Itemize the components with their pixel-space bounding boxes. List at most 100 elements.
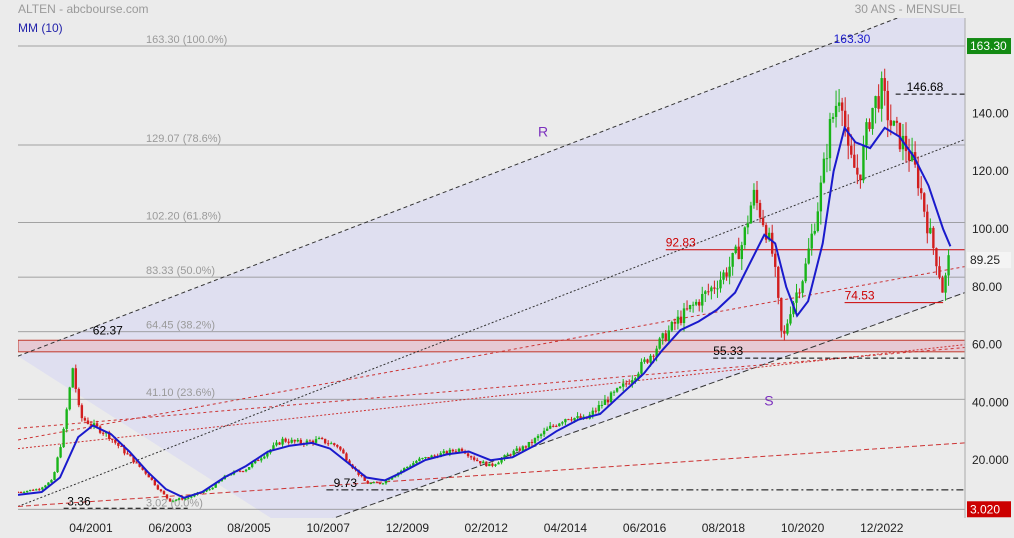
support-band: [18, 339, 965, 353]
candle-body: [19, 492, 23, 494]
candle-body: [181, 498, 184, 500]
candle-body: [886, 90, 889, 121]
fibonacci-label: 64.45 (38.2%): [146, 320, 215, 332]
candle-body: [330, 443, 333, 445]
price-annotation: 146.68: [907, 80, 944, 94]
high-price-label-bg: [967, 38, 1011, 55]
candle-body: [612, 391, 616, 393]
fibonacci-label: 41.10 (23.6%): [146, 387, 215, 399]
candle-body: [342, 449, 345, 454]
candle-body: [567, 419, 570, 421]
candle-body: [336, 444, 339, 447]
candle-body: [263, 456, 266, 459]
candle-body: [460, 448, 464, 452]
trend-lines: [18, 18, 965, 518]
candle-body: [117, 442, 120, 446]
trend-line: [18, 18, 899, 357]
candle-body: [758, 202, 762, 218]
candle-body: [323, 438, 327, 444]
candle-body: [874, 96, 877, 108]
candle-body: [38, 489, 41, 491]
candle-body: [719, 279, 722, 289]
candle-body: [111, 438, 114, 440]
candle-body: [247, 467, 251, 470]
candle-body: [752, 189, 756, 206]
candle-body: [871, 107, 874, 129]
candle-body: [877, 96, 880, 109]
candle-body: [892, 120, 896, 126]
candle-body: [847, 127, 850, 146]
price-annotation: 74.53: [845, 289, 875, 303]
candle-body: [44, 485, 47, 488]
candle-body: [798, 292, 801, 294]
candle-body: [640, 361, 643, 374]
candle-body: [938, 266, 941, 278]
last-price-label: 89.25: [970, 253, 1000, 267]
x-tick-label: 06/2003: [148, 521, 192, 535]
candle-body: [558, 423, 561, 427]
candle-body: [159, 489, 163, 492]
candle-body: [935, 248, 938, 267]
candle-body: [80, 405, 84, 419]
candle-body: [634, 378, 637, 381]
candle-body: [494, 464, 497, 466]
fibonacci-label: 83.33 (50.0%): [146, 265, 215, 277]
candle-body: [524, 446, 528, 448]
candle-body: [89, 423, 93, 426]
candle-body: [56, 457, 59, 473]
candle-body: [241, 471, 245, 473]
x-tick-label: 02/2012: [465, 521, 509, 535]
candle-body: [123, 446, 126, 454]
candle-body: [275, 442, 278, 446]
candle-body: [451, 449, 455, 452]
candle-body: [214, 483, 217, 488]
candle-body: [701, 293, 704, 306]
price-annotation: 163.30: [834, 32, 871, 46]
candle-body: [926, 211, 929, 234]
candle-body: [655, 348, 658, 357]
candle-body: [862, 145, 865, 181]
candle-body: [126, 453, 129, 455]
candle-body: [722, 272, 725, 280]
candle-body: [840, 102, 844, 111]
candle-body: [904, 135, 908, 152]
candle-body: [108, 432, 111, 439]
candle-body: [637, 373, 640, 379]
candle-body: [658, 338, 661, 349]
candle-body: [284, 438, 287, 442]
candle-body: [278, 442, 281, 445]
candle-body: [810, 233, 813, 249]
candle-body: [430, 455, 433, 459]
candle-body: [35, 489, 38, 491]
candle-body: [895, 120, 899, 123]
candle-body: [479, 461, 482, 464]
candle-body: [664, 333, 667, 341]
candle-body: [482, 461, 485, 464]
trend-line: [18, 138, 965, 507]
candle-body: [780, 297, 783, 331]
candle-body: [673, 322, 677, 324]
candle-body: [716, 288, 719, 290]
candle-body: [643, 359, 646, 362]
candle-body: [667, 330, 670, 341]
candle-body: [767, 232, 771, 240]
candle-body: [345, 453, 348, 461]
candle-body: [454, 451, 458, 453]
candle-body: [220, 479, 223, 482]
candle-body: [743, 227, 747, 246]
candle-body: [932, 227, 935, 249]
candle-body: [150, 477, 154, 480]
candle-body: [889, 120, 892, 126]
y-tick-label: 140.00: [972, 106, 1009, 120]
axes: 20.000 40.000 60.00 80.00 100.00 120.00 140.00…: [69, 18, 1011, 535]
candle-body: [646, 359, 649, 363]
candle-body: [500, 458, 503, 463]
indicator-legend: MM (10): [18, 21, 63, 35]
candle-body: [618, 386, 622, 389]
candle-body: [32, 489, 35, 491]
candle-body: [907, 151, 911, 161]
candle-body: [506, 454, 509, 456]
candle-body: [822, 158, 826, 183]
candle-body: [813, 230, 816, 234]
candle-body: [685, 308, 689, 310]
